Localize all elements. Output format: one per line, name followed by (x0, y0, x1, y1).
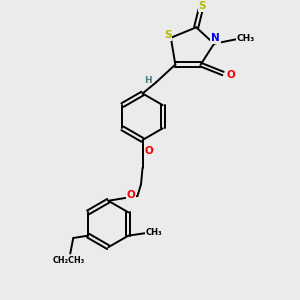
Text: CH₃: CH₃ (146, 228, 163, 237)
Text: CH₂CH₃: CH₂CH₃ (53, 256, 85, 266)
Text: O: O (127, 190, 135, 200)
Text: CH₃: CH₃ (236, 34, 254, 43)
Text: N: N (211, 33, 220, 43)
Text: S: S (198, 1, 206, 11)
Text: H: H (144, 76, 152, 85)
Text: O: O (145, 146, 154, 156)
Text: O: O (226, 70, 235, 80)
Text: S: S (164, 30, 172, 40)
